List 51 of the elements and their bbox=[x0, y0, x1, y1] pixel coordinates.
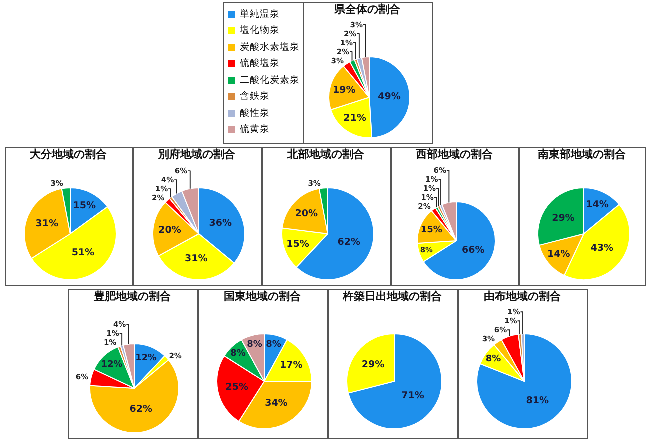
data-label: 12% bbox=[136, 354, 157, 364]
data-label: 36% bbox=[209, 218, 232, 230]
data-label: 19% bbox=[332, 84, 356, 96]
data-label: 51% bbox=[72, 248, 96, 259]
chart-title: 南東部地域の割合 bbox=[537, 148, 627, 161]
data-label: 49% bbox=[378, 91, 402, 102]
data-label: 15% bbox=[286, 239, 310, 250]
data-label: 25% bbox=[226, 382, 249, 394]
data-label: 81% bbox=[526, 396, 550, 407]
data-label: 31% bbox=[185, 254, 208, 265]
data-label: 20% bbox=[158, 224, 182, 236]
legend-label: 含鉄泉 bbox=[240, 90, 270, 104]
data-label: 21% bbox=[344, 112, 367, 124]
chart-title: 由布地域の割合 bbox=[484, 290, 562, 303]
pie-slice bbox=[476, 334, 572, 430]
data-label: 8% bbox=[486, 354, 502, 365]
data-label: 29% bbox=[552, 212, 576, 224]
data-label: 12% bbox=[101, 360, 123, 370]
data-label: 66% bbox=[462, 244, 486, 256]
data-label: 43% bbox=[590, 242, 614, 254]
chart-title: 北部地域の割合 bbox=[286, 148, 366, 161]
chart-title: 別府地域の割合 bbox=[158, 148, 236, 161]
data-label: 8% bbox=[247, 340, 262, 350]
legend-label: 硫黄泉 bbox=[240, 123, 270, 136]
legend-label: 酸性泉 bbox=[240, 106, 270, 120]
data-label: 62% bbox=[338, 236, 361, 248]
legend-label: 単純温泉 bbox=[240, 8, 280, 21]
data-label: 17% bbox=[280, 360, 304, 371]
data-label: 20% bbox=[295, 208, 318, 220]
data-label: 71% bbox=[402, 390, 425, 402]
data-label: 14% bbox=[548, 249, 571, 260]
data-label: 15% bbox=[73, 200, 96, 212]
pie-slice bbox=[348, 334, 442, 430]
legend-label: 炭酸水素塩泉 bbox=[240, 40, 300, 54]
chart-title: 県全体の割合 bbox=[334, 2, 402, 16]
legend-label: 塩化物泉 bbox=[240, 24, 280, 38]
data-label: 31% bbox=[36, 218, 60, 230]
data-label: 15% bbox=[420, 226, 442, 236]
legend-label: 硫酸塩泉 bbox=[240, 57, 280, 70]
chart-title: 国東地域の割合 bbox=[224, 290, 302, 303]
chart-title: 西部地域の割合 bbox=[415, 148, 494, 161]
legend-label: 二酸化炭素泉 bbox=[240, 74, 300, 87]
chart-title: 大分地域の割合 bbox=[30, 148, 108, 161]
data-label: 34% bbox=[265, 398, 288, 410]
data-label: 14% bbox=[586, 199, 610, 210]
data-label: 8% bbox=[230, 349, 246, 360]
data-label: 29% bbox=[362, 360, 386, 371]
chart-title: 豊肥地域の割合 bbox=[93, 290, 172, 303]
data-label: 62% bbox=[130, 404, 153, 416]
data-label: 8% bbox=[266, 340, 282, 350]
chart-title: 杵築日出地域の割合 bbox=[342, 290, 443, 303]
